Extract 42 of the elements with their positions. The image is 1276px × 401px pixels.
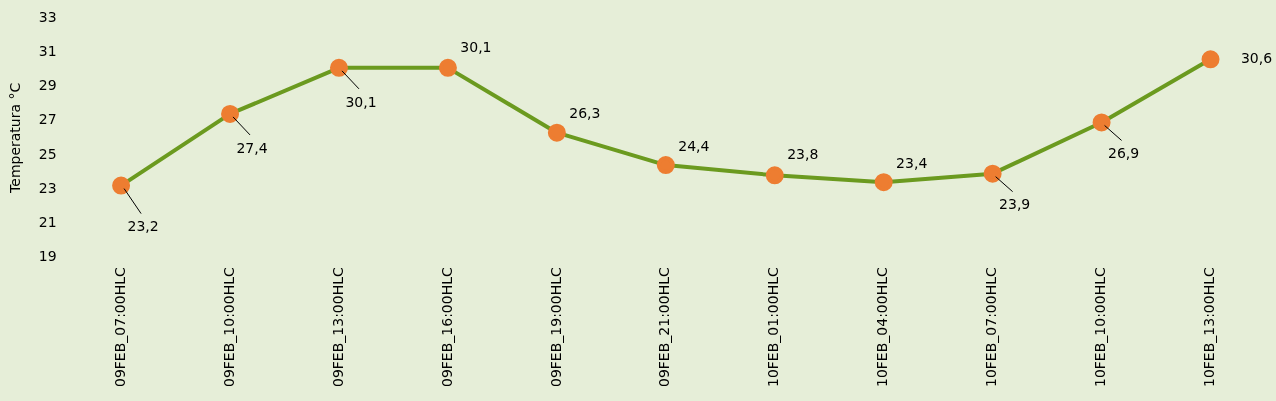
data-label: 26,9 (1108, 145, 1140, 162)
point (983, 164, 1002, 183)
data-label: 23,9 (999, 196, 1031, 213)
point (438, 58, 457, 77)
point (1201, 50, 1220, 69)
point (329, 58, 348, 77)
y-tick-label: 19 (38, 247, 57, 264)
data-label: 23,8 (787, 145, 819, 162)
x-tick-label: 09FEB_16:00HLC (438, 267, 455, 387)
x-tick-label: 09FEB_19:00HLC (547, 267, 564, 387)
point (874, 173, 893, 192)
y-tick-label: 23 (38, 179, 57, 196)
x-tick-label: 09FEB_21:00HLC (656, 267, 673, 387)
point (112, 176, 131, 195)
x-tick-label: 10FEB_01:00HLC (765, 267, 782, 387)
data-label: 26,3 (569, 105, 601, 122)
x-tick-label: 10FEB_07:00HLC (983, 267, 1000, 387)
point (765, 166, 784, 185)
data-label: 30,1 (460, 38, 492, 55)
x-tick-label: 10FEB_10:00HLC (1092, 267, 1109, 387)
y-tick-label: 31 (38, 43, 57, 60)
y-tick-label: 21 (38, 213, 57, 230)
data-label: 23,4 (896, 154, 928, 171)
x-tick-label: 09FEB_07:00HLC (111, 267, 128, 387)
data-label: 24,4 (678, 137, 710, 154)
data-label: 23,2 (127, 218, 159, 235)
point (656, 156, 675, 175)
x-tick-label: 10FEB_13:00HLC (1201, 267, 1218, 387)
data-label: 30,1 (345, 93, 377, 110)
y-tick-label: 27 (38, 111, 57, 128)
y-tick-label: 33 (38, 9, 57, 26)
data-label: 27,4 (236, 139, 268, 156)
x-tick-label: 09FEB_10:00HLC (220, 267, 237, 387)
y-axis-title: Temperatura °C (7, 82, 24, 194)
x-tick-label: 09FEB_13:00HLC (329, 267, 346, 387)
data-label: 30,6 (1240, 49, 1273, 66)
point (547, 123, 566, 142)
point (1092, 113, 1111, 132)
y-tick-label: 25 (38, 145, 57, 162)
point (221, 104, 240, 123)
x-tick-label: 10FEB_04:00HLC (874, 267, 891, 387)
y-tick-label: 29 (38, 77, 57, 94)
